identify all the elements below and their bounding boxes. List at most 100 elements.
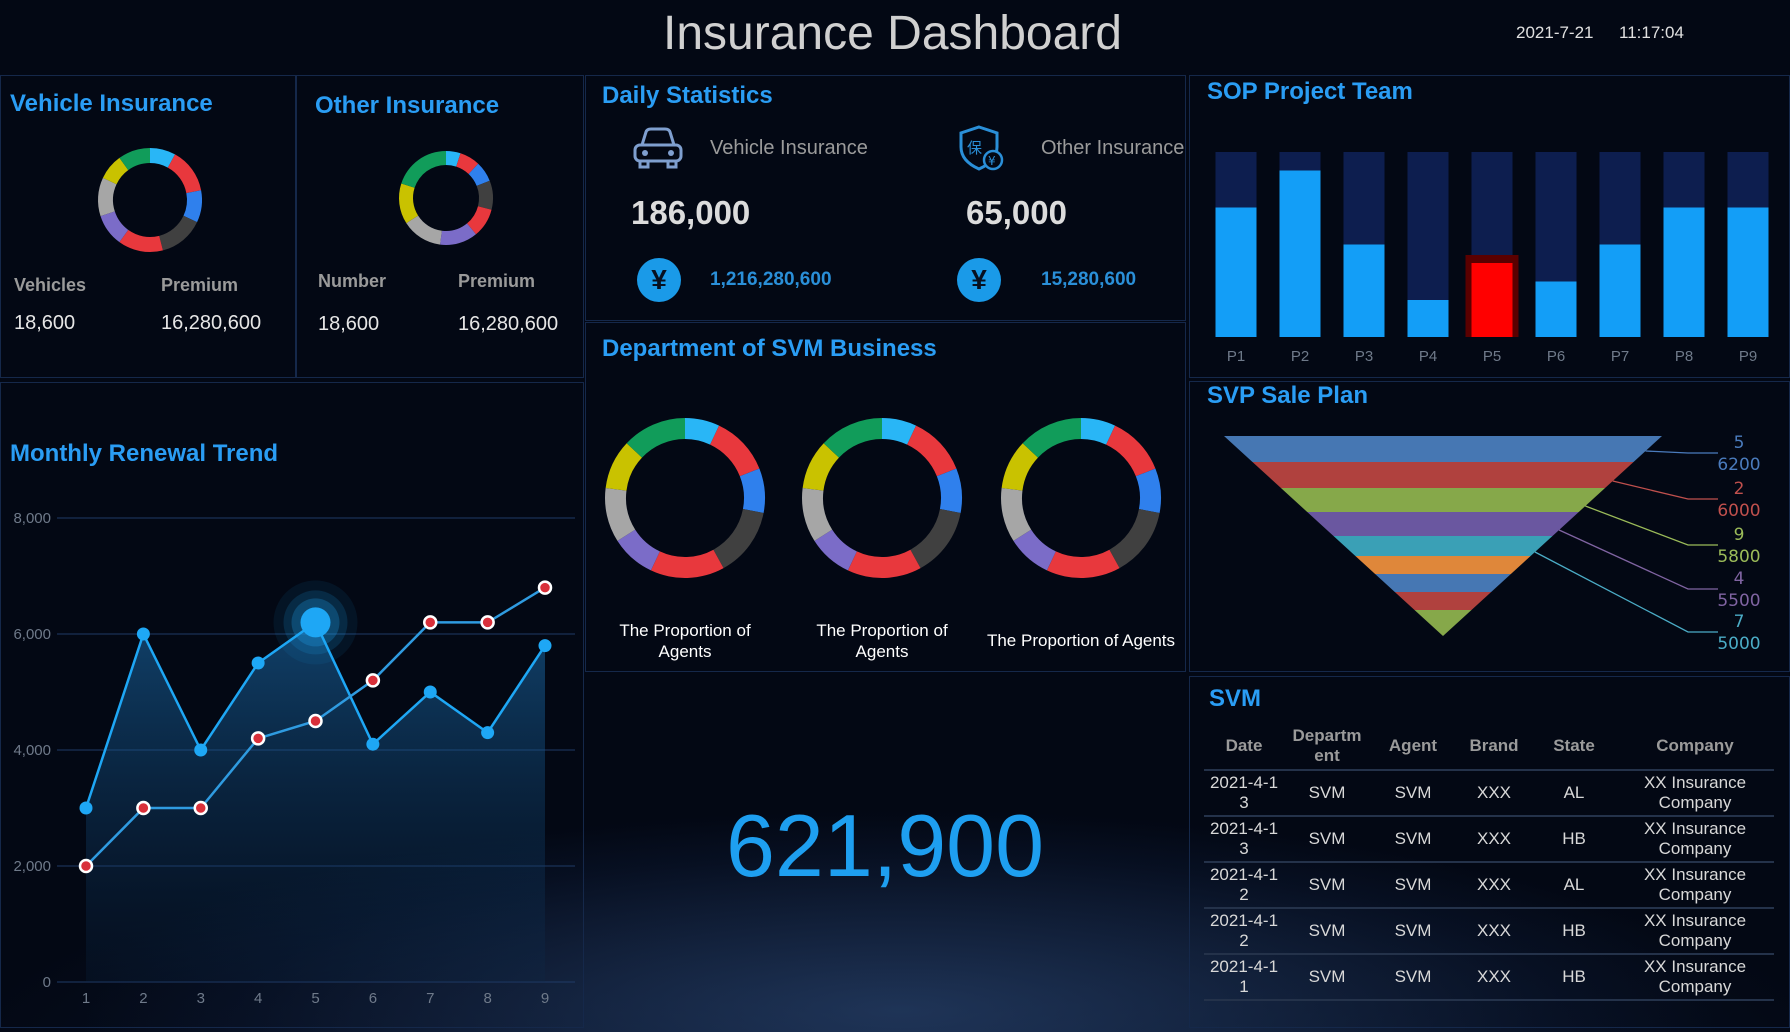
x-tick-label: 4 xyxy=(254,990,262,1007)
x-tick-label: P6 xyxy=(1547,348,1565,365)
vehicle-insurance-title: Vehicle Insurance xyxy=(10,90,213,117)
donut-caption: The Proportion of Agents xyxy=(619,621,751,661)
table-cell: 2021-4-12 xyxy=(1204,861,1284,908)
data-point xyxy=(193,800,208,816)
premium-label: Premium xyxy=(458,271,536,291)
car-icon xyxy=(633,127,683,169)
bar xyxy=(1663,207,1705,337)
donut-segment xyxy=(823,418,882,458)
table-row[interactable]: 2021-4-13 SVM SVM XXX HB XX Insurance Company xyxy=(1204,815,1774,862)
department-donut-chart xyxy=(605,418,765,578)
funnel-leader-line xyxy=(1645,450,1718,454)
table-cell: XX Insurance Company xyxy=(1616,815,1774,862)
svm-title: SVM xyxy=(1209,685,1262,712)
donut-segment xyxy=(713,509,764,569)
table-row[interactable]: 2021-4-12 SVM SVM XXX AL XX Insurance Company xyxy=(1204,861,1774,908)
donut-segment xyxy=(468,163,490,186)
x-tick-label: P5 xyxy=(1483,348,1501,365)
y-tick-label: 6,000 xyxy=(13,626,51,643)
donut-segment xyxy=(1001,487,1032,541)
data-point xyxy=(78,858,94,874)
funnel-label-value: 5000 xyxy=(1717,634,1760,654)
table-cell: HB xyxy=(1532,907,1616,954)
other-insurance-panel xyxy=(296,75,584,378)
yen-icon: ¥ xyxy=(637,258,681,302)
donut-segment xyxy=(802,443,839,491)
number-value: 18,600 xyxy=(318,313,380,335)
vehicle-donut-chart xyxy=(98,148,202,252)
donut-segment xyxy=(1022,418,1081,458)
donut-segment xyxy=(456,153,479,174)
table-cell: XX Insurance Company xyxy=(1616,769,1774,816)
funnel-leader-line xyxy=(1612,480,1718,500)
donut-segment xyxy=(650,549,724,578)
other-amount: 15,280,600 xyxy=(1041,269,1137,290)
data-point xyxy=(537,580,553,595)
donut-segment xyxy=(183,190,202,223)
donut-segment xyxy=(440,223,476,245)
donut-segment xyxy=(936,468,962,513)
donut-segment xyxy=(1001,443,1038,491)
col-department: Department xyxy=(1292,725,1362,765)
vehicle-insurance-label: Vehicle Insurance xyxy=(710,137,868,159)
department-donut-chart xyxy=(1001,418,1161,578)
data-point-highlight xyxy=(300,607,331,638)
department-panel xyxy=(585,322,1186,672)
bar xyxy=(1407,300,1449,337)
table-cell: HB xyxy=(1532,953,1616,1001)
daily-statistics-panel xyxy=(585,75,1186,321)
donut-segment xyxy=(907,425,957,477)
donut-segment xyxy=(802,487,833,541)
vehicle-count: 186,000 xyxy=(631,194,751,231)
donut-segment xyxy=(882,418,917,445)
funnel-leader-line xyxy=(1558,529,1718,590)
donut-segment xyxy=(167,154,202,194)
table-row[interactable]: 2021-4-11 SVM SVM XXX HB XX Insurance Company xyxy=(1204,953,1774,1001)
data-point xyxy=(308,713,323,729)
bar xyxy=(1727,207,1769,337)
header-date: 2021-7-21 xyxy=(1516,23,1594,42)
donut-segment xyxy=(814,529,857,571)
data-point xyxy=(423,615,438,630)
bar xyxy=(1471,263,1513,337)
funnel-label-name: 7 xyxy=(1734,612,1745,632)
monthly-trend-panel xyxy=(0,382,584,1028)
bar xyxy=(1535,281,1577,337)
table-cell: SVM xyxy=(1284,907,1370,954)
donut-segment xyxy=(1109,509,1160,569)
table-row[interactable]: 2021-4-12 SVM SVM XXX HB XX Insurance Company xyxy=(1204,907,1774,954)
table-cell: 2021-4-12 xyxy=(1204,907,1284,954)
x-tick-label: P3 xyxy=(1355,348,1373,365)
donut-segment xyxy=(100,211,129,243)
donut-segment xyxy=(617,529,660,571)
x-tick-label: P4 xyxy=(1419,348,1437,365)
header-time: 11:17:04 xyxy=(1619,23,1684,42)
data-point xyxy=(365,673,381,688)
funnel-band xyxy=(1224,436,1662,462)
funnel-leader-line xyxy=(1534,551,1718,633)
vehicle-insurance-panel xyxy=(0,75,296,378)
monthly-trend-chart: 0 2,000 4,000 6,000 8,000 1 2 3 4 5 6 7 8 9 xyxy=(13,510,575,1007)
premium-value: 16,280,600 xyxy=(161,312,262,334)
funnel-band xyxy=(1280,488,1606,512)
x-tick-label: 8 xyxy=(483,990,491,1007)
donut-segment xyxy=(119,148,150,171)
funnel-band xyxy=(1333,536,1553,556)
table-cell: XXX xyxy=(1456,815,1532,862)
data-point xyxy=(79,801,93,815)
funnel-band xyxy=(1252,462,1634,488)
table-cell: XX Insurance Company xyxy=(1616,907,1774,954)
y-tick-label: 0 xyxy=(43,974,51,991)
donut-segment xyxy=(685,418,720,445)
monthly-trend-title: Monthly Renewal Trend xyxy=(10,440,279,467)
svg-text:保: 保 xyxy=(967,139,982,157)
data-point xyxy=(136,800,151,816)
funnel-label-name: 4 xyxy=(1734,569,1745,589)
table-row[interactable]: 2021-4-13 SVM SVM XXX AL XX Insurance Company xyxy=(1204,769,1774,816)
table-cell: XX Insurance Company xyxy=(1616,953,1774,1001)
table-cell: XXX xyxy=(1456,907,1532,954)
insurance-shield-icon: 保 ¥ xyxy=(959,125,1004,171)
data-point xyxy=(194,743,208,757)
x-tick-label: P8 xyxy=(1675,348,1693,365)
